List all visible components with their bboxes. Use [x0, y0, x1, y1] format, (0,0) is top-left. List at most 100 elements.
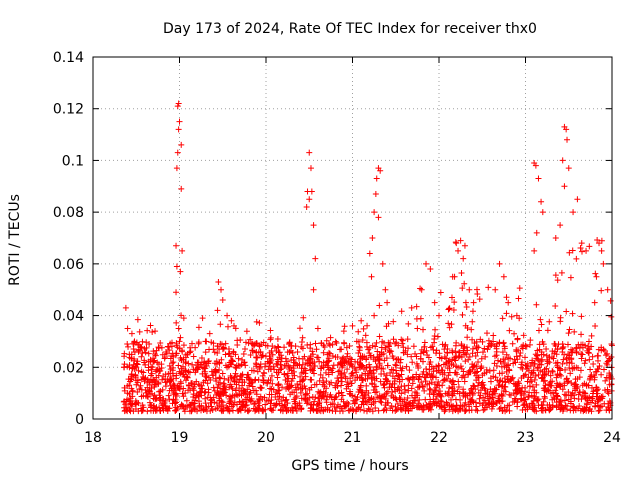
data-point	[179, 247, 186, 254]
data-point	[405, 375, 412, 382]
data-point	[585, 395, 592, 402]
data-point	[523, 343, 530, 350]
data-point	[389, 353, 396, 360]
data-point	[482, 387, 489, 394]
data-point	[371, 383, 378, 390]
data-point	[461, 351, 468, 358]
data-point	[602, 352, 609, 359]
data-point	[453, 402, 460, 409]
data-point	[558, 269, 565, 276]
data-point	[412, 350, 419, 357]
data-point	[448, 403, 455, 410]
data-point	[349, 322, 356, 329]
data-point	[154, 379, 161, 386]
data-point	[327, 391, 334, 398]
data-point	[393, 362, 400, 369]
data-point	[493, 400, 500, 407]
data-point	[335, 378, 342, 385]
data-point	[327, 342, 334, 349]
data-point	[374, 348, 381, 355]
data-point	[426, 361, 433, 368]
data-point	[228, 317, 235, 324]
data-point	[190, 394, 197, 401]
data-point	[427, 406, 434, 413]
data-point	[166, 347, 173, 354]
data-point	[535, 327, 542, 334]
data-point	[137, 343, 144, 350]
data-point	[368, 375, 375, 382]
data-point	[303, 400, 310, 407]
data-point	[144, 408, 151, 415]
data-point	[398, 390, 405, 397]
data-point	[318, 340, 325, 347]
data-point	[382, 286, 389, 293]
data-point	[474, 368, 481, 375]
data-point	[512, 397, 519, 404]
data-point	[457, 363, 464, 370]
data-point	[239, 382, 246, 389]
data-point	[159, 376, 166, 383]
data-point	[344, 379, 351, 386]
data-point	[245, 382, 252, 389]
data-point	[309, 351, 316, 358]
data-point	[169, 385, 176, 392]
data-point	[185, 387, 192, 394]
data-point	[130, 346, 137, 353]
y-tick-label: 0.08	[53, 205, 84, 221]
data-point	[139, 338, 146, 345]
data-point	[460, 390, 467, 397]
data-point	[362, 332, 369, 339]
data-point	[290, 356, 297, 363]
data-point	[245, 340, 252, 347]
data-point	[568, 360, 575, 367]
data-point	[366, 350, 373, 357]
data-point	[306, 149, 313, 156]
data-point	[496, 260, 503, 267]
data-point	[203, 338, 210, 345]
data-point	[605, 390, 612, 397]
data-point	[161, 354, 168, 361]
data-point	[304, 390, 311, 397]
data-point	[554, 392, 561, 399]
chart-title: Day 173 of 2024, Rate Of TEC Index for r…	[163, 21, 537, 37]
data-point	[436, 362, 443, 369]
data-point	[553, 404, 560, 411]
data-point	[206, 330, 213, 337]
data-point	[180, 393, 187, 400]
data-point	[529, 370, 536, 377]
data-point	[213, 358, 220, 365]
data-point	[493, 352, 500, 359]
data-point	[221, 389, 228, 396]
data-point	[340, 339, 347, 346]
data-point	[499, 392, 506, 399]
data-point	[605, 403, 612, 410]
data-point	[133, 377, 140, 384]
data-point	[492, 386, 499, 393]
data-point	[471, 383, 478, 390]
data-point	[496, 406, 503, 413]
data-point	[567, 392, 574, 399]
data-point	[489, 403, 496, 410]
data-point	[253, 318, 260, 325]
data-point	[215, 381, 222, 388]
data-point	[517, 388, 524, 395]
data-point	[567, 370, 574, 377]
data-point	[356, 386, 363, 393]
data-point	[254, 354, 261, 361]
data-point	[348, 356, 355, 363]
data-point	[166, 362, 173, 369]
data-point	[372, 404, 379, 411]
data-point	[269, 380, 276, 387]
data-point	[607, 373, 614, 380]
data-point	[152, 351, 159, 358]
data-point	[369, 235, 376, 241]
data-point	[129, 387, 136, 394]
data-point	[237, 406, 244, 413]
data-point	[518, 359, 525, 366]
data-point	[369, 408, 376, 415]
data-point	[489, 394, 496, 401]
data-point	[252, 405, 259, 412]
data-point	[348, 361, 355, 368]
data-point	[257, 393, 264, 400]
data-point	[466, 390, 473, 397]
